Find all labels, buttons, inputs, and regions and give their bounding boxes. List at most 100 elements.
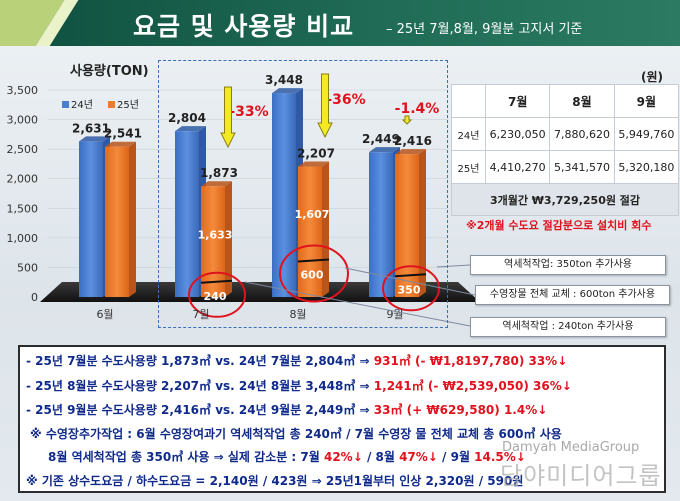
y-tick-label: 3,000 bbox=[7, 114, 39, 127]
percent-change-label: -33% bbox=[229, 104, 268, 120]
bar-value-label: 2,416 bbox=[394, 134, 432, 148]
bar-24-top bbox=[79, 136, 110, 142]
bar-24-top bbox=[175, 126, 206, 132]
table-row-label: 25년 bbox=[451, 150, 486, 184]
bar-25-top bbox=[298, 161, 329, 167]
x-tick-label: 8월 bbox=[289, 308, 306, 321]
summary-line-rates: ※ 기존 상수도요금 / 하수도요금 = 2,140원 / 423원 ⇒ 25년… bbox=[26, 474, 524, 488]
usage-bar-chart: 0 500 1,000 1,500 2,000 2,500 3,000 3,500 24년 25년… bbox=[7, 73, 480, 327]
bar-24 bbox=[272, 93, 296, 297]
segment-highlight-circle bbox=[188, 271, 246, 318]
table-cell: 6,230,050 bbox=[484, 117, 551, 151]
summary-line-text: - 25년 8월분 수도사용량 2,207㎥ vs. 24년 8월분 3,448… bbox=[26, 379, 374, 393]
table-summary-row: 3개월간 ₩3,729,250원 절감 bbox=[451, 183, 679, 216]
title-decoration bbox=[0, 0, 118, 46]
inner-value-label: 1,607 bbox=[295, 208, 330, 221]
x-tick-label: 9월 bbox=[386, 308, 403, 321]
summary-line-actual-reduction: 8월 역세척작업 총 350㎥ 사용 ⇒ 실제 감소분 : 7월 42%↓ / … bbox=[48, 448, 526, 465]
y-tick-label: 500 bbox=[17, 261, 38, 274]
table-header-cell bbox=[451, 84, 486, 118]
bar-value-label: 2,631 bbox=[72, 121, 110, 135]
y-tick-label: 2,500 bbox=[7, 143, 39, 156]
bar-value-label: 3,448 bbox=[265, 73, 303, 87]
table-header-cell: 7월 bbox=[484, 84, 551, 118]
segment-divider bbox=[394, 273, 427, 278]
bar-value-label: 2,207 bbox=[297, 146, 335, 160]
table-header-cell: 9월 bbox=[613, 84, 680, 118]
bar-25-side bbox=[322, 161, 329, 297]
table-summary-cell: 3개월간 ₩3,729,250원 절감 bbox=[451, 183, 679, 216]
inner-value-label: 1,633 bbox=[198, 229, 233, 242]
highlight-dashed-box bbox=[158, 60, 448, 328]
bar-value-label: 2,541 bbox=[104, 127, 142, 141]
callout-connector bbox=[436, 264, 471, 268]
callout-pool-water-600: 수영장물 전체 교체 : 600ton 추가사용 bbox=[475, 285, 670, 305]
summary-line-text: - 25년 9월분 수도사용량 2,416㎥ vs. 24년 9월분 2,449… bbox=[26, 403, 374, 417]
segment-highlight-circle bbox=[279, 244, 349, 303]
bar-25-top bbox=[105, 141, 136, 147]
table-cell: 5,320,180 bbox=[613, 150, 680, 184]
bar-24-top bbox=[369, 147, 400, 153]
segment-value-label: 350 bbox=[398, 283, 421, 296]
title-bar: 요금 및 사용량 비교 – 25년 7월,8월, 9월분 고지서 기준 bbox=[0, 0, 680, 46]
bar-25-top bbox=[201, 181, 232, 187]
page-subtitle: – 25년 7월,8월, 9월분 고지서 기준 bbox=[386, 22, 583, 37]
bar-25-side bbox=[419, 149, 426, 297]
bar-value-label: 1,873 bbox=[200, 166, 238, 180]
legend-swatch bbox=[62, 101, 69, 108]
y-tick-label: 3,500 bbox=[7, 84, 39, 97]
table-cell: 7,880,620 bbox=[549, 117, 615, 151]
summary-line-september: - 25년 9월분 수도사용량 2,416㎥ vs. 24년 9월분 2,449… bbox=[26, 401, 547, 418]
segment-divider bbox=[200, 279, 233, 284]
percent-change-label: -1.4% bbox=[395, 101, 440, 117]
x-tick-label: 6월 bbox=[96, 308, 113, 321]
summary-line-highlight: 33㎥ (+ ₩629,580) 1.4%↓ bbox=[373, 403, 548, 417]
chart-y-axis-label: 사용량(TON) bbox=[70, 64, 149, 79]
y-tick-label: 0 bbox=[31, 291, 38, 304]
bar-24-top bbox=[272, 88, 303, 94]
legend-label: 25년 bbox=[117, 99, 139, 111]
table-header-row: 7월 8월 9월 bbox=[451, 84, 680, 118]
table-unit-label: (원) bbox=[641, 70, 664, 84]
y-tick-label: 1,500 bbox=[7, 202, 39, 215]
table-header-cell: 8월 bbox=[549, 84, 615, 118]
table-cell: 5,949,760 bbox=[613, 117, 680, 151]
y-tick-label: 1,000 bbox=[7, 232, 39, 245]
legend-swatch bbox=[108, 101, 115, 108]
legend-label: 24년 bbox=[71, 99, 93, 111]
bar-24 bbox=[369, 152, 393, 297]
summary-line-highlight: 42%↓ bbox=[323, 450, 363, 464]
bar-value-label: 2,804 bbox=[168, 111, 206, 125]
segment-value-label: 600 bbox=[301, 269, 324, 282]
bar-25 bbox=[395, 154, 419, 297]
bar-25-top bbox=[395, 149, 426, 155]
summary-line-text: / 8월 bbox=[362, 450, 400, 464]
bar-25-side bbox=[129, 141, 136, 297]
segment-highlight-circle bbox=[382, 265, 440, 312]
bar-25-side bbox=[225, 181, 232, 297]
down-arrow-icon bbox=[317, 73, 333, 139]
bar-24 bbox=[79, 141, 103, 297]
summary-line-july: - 25년 7월분 수도사용량 1,873㎥ vs. 24년 7월분 2,804… bbox=[26, 352, 567, 369]
bar-25 bbox=[201, 186, 225, 297]
table-cell: 4,410,270 bbox=[484, 150, 551, 184]
summary-line-text: - 25년 7월분 수도사용량 1,873㎥ vs. 24년 7월분 2,804… bbox=[26, 354, 374, 368]
down-arrow-icon bbox=[220, 86, 236, 149]
callout-backwash-240: 역세척작업 : 240ton 추가사용 bbox=[470, 317, 666, 337]
summary-line-highlight: 931㎥ (- ₩1,8197,780) 33%↓ bbox=[373, 354, 568, 368]
summary-line-highlight: 47%↓ bbox=[399, 450, 438, 464]
callout-backwash-350: 역세척작업: 350ton 추가사용 bbox=[470, 255, 666, 275]
segment-value-label: 240 bbox=[204, 290, 227, 303]
watermark-english: Damyah MediaGroup bbox=[502, 440, 640, 455]
cost-comparison-table: 7월 8월 9월 24년 6,230,050 7,880,620 5,949,7… bbox=[451, 84, 680, 216]
bar-value-label: 2,449 bbox=[362, 132, 400, 146]
table-row: 25년 4,410,270 5,341,570 5,320,180 bbox=[451, 150, 680, 184]
summary-line-extra-work: ※ 수영장추가작업 : 6월 수영장여과기 역세척작업 총 240㎥ / 7월 … bbox=[30, 427, 562, 441]
summary-line-august: - 25년 8월분 수도사용량 2,207㎥ vs. 24년 8월분 3,448… bbox=[26, 377, 572, 394]
callout-connector bbox=[244, 281, 471, 327]
page-title: 요금 및 사용량 비교 bbox=[133, 12, 355, 41]
watermark-korean: 담야미디어그룹 bbox=[500, 462, 662, 490]
table-row-label: 24년 bbox=[451, 117, 486, 151]
summary-line-text: / 9월 bbox=[437, 450, 475, 464]
